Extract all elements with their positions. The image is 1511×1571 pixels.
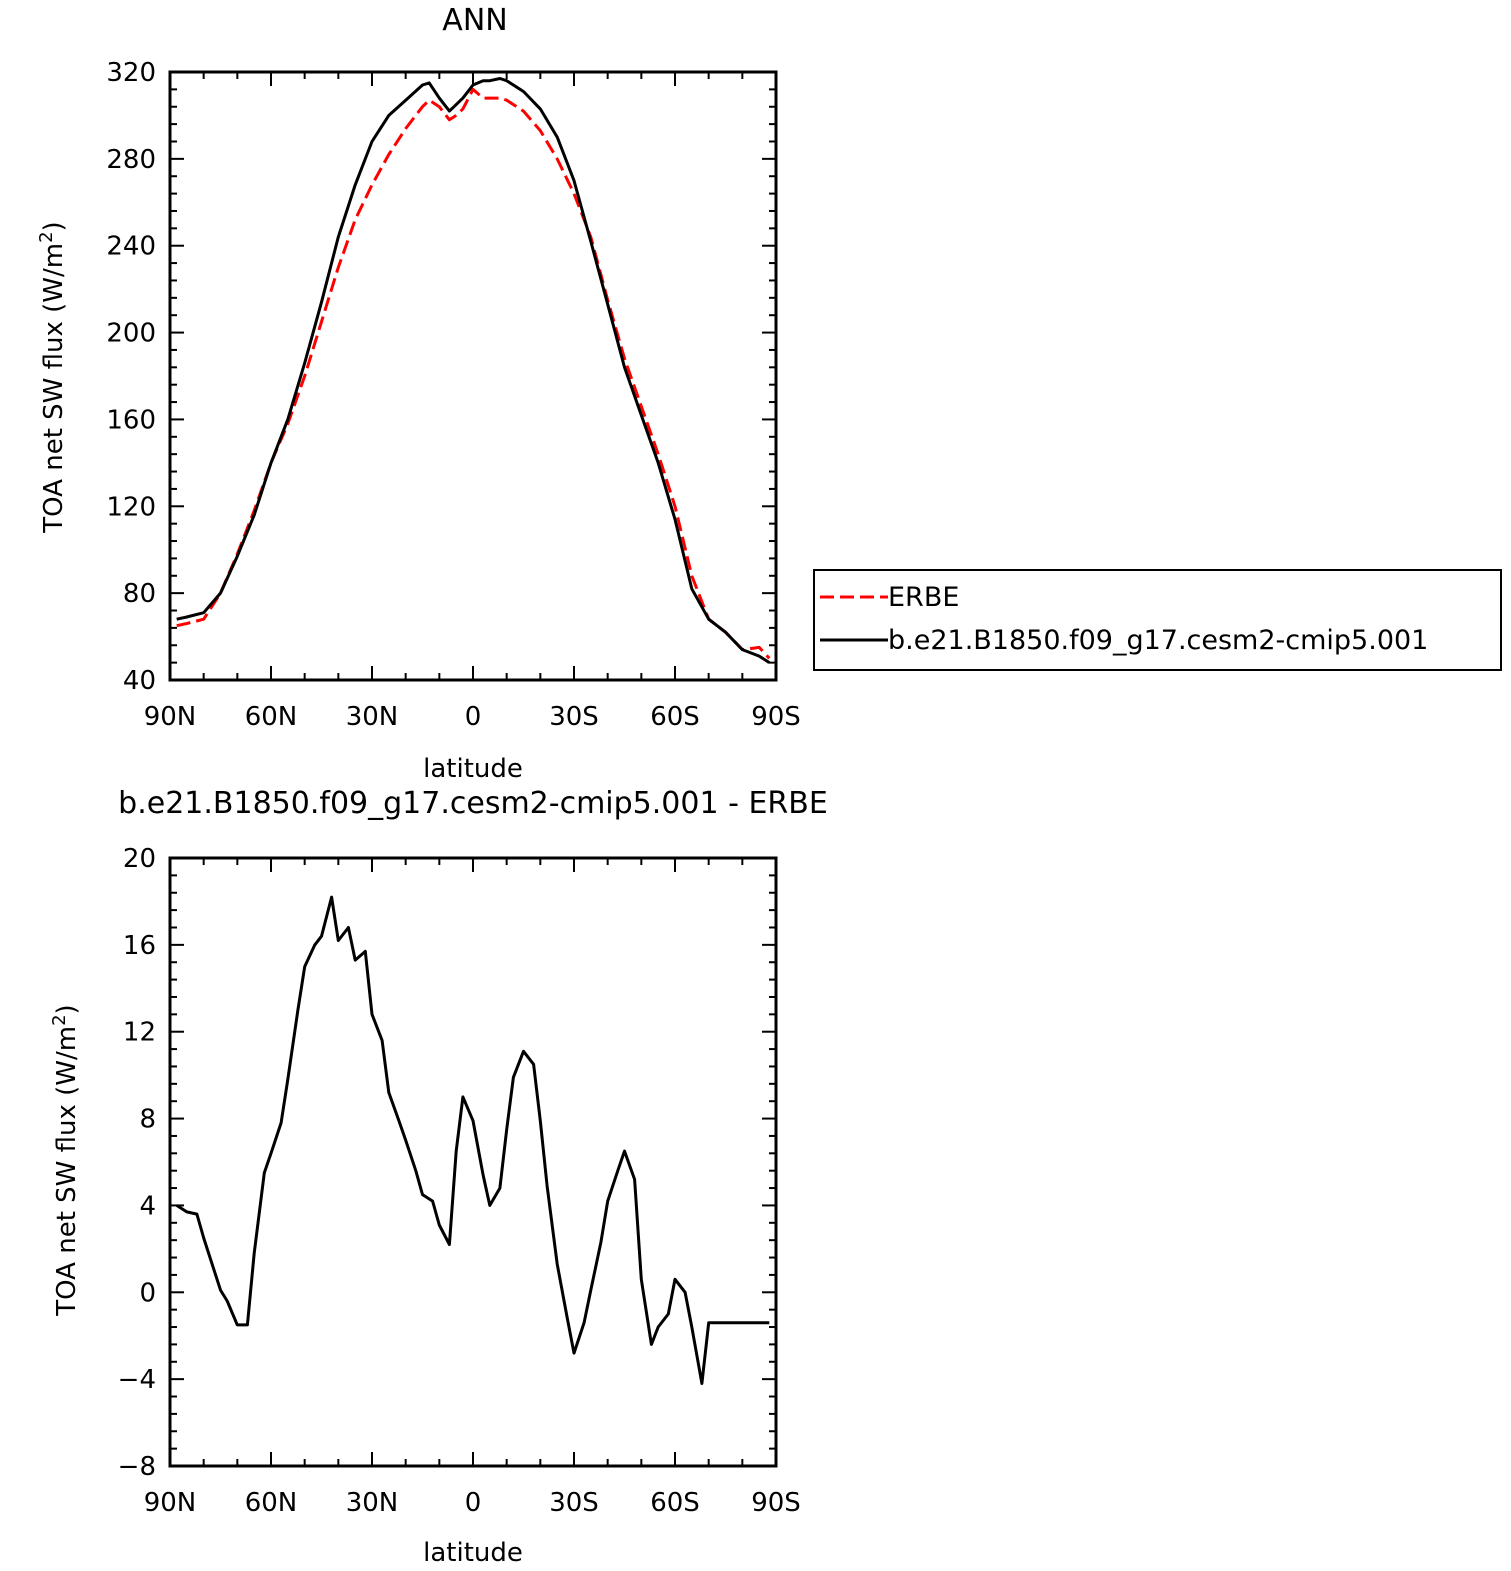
x-tick-label: 30S bbox=[549, 1488, 599, 1518]
y-axis-title: TOA net SW flux (W/m2) bbox=[36, 221, 69, 533]
y-tick-label: 160 bbox=[106, 405, 156, 435]
series-line-erbe bbox=[176, 87, 771, 660]
x-tick-label: 0 bbox=[465, 1488, 482, 1518]
y-tick-label: −8 bbox=[118, 1452, 156, 1482]
panel-title: b.e21.B1850.f09_g17.cesm2-cmip5.001 - ER… bbox=[118, 786, 828, 821]
x-tick-label: 60S bbox=[650, 1488, 700, 1518]
x-tick-label: 90S bbox=[751, 702, 801, 732]
x-tick-label: 60N bbox=[245, 702, 298, 732]
x-tick-label: 30N bbox=[346, 1488, 399, 1518]
y-tick-label: 4 bbox=[139, 1191, 156, 1221]
legend-label-model: b.e21.B1850.f09_g17.cesm2-cmip5.001 bbox=[888, 625, 1428, 656]
y-tick-label: −4 bbox=[118, 1365, 156, 1395]
x-axis-title: latitude bbox=[423, 754, 523, 784]
plot-frame bbox=[168, 856, 778, 1468]
difference-panel: b.e21.B1850.f09_g17.cesm2-cmip5.001 - ER… bbox=[49, 786, 828, 1568]
x-tick-label: 90S bbox=[751, 1488, 801, 1518]
x-tick-label: 0 bbox=[465, 702, 482, 732]
y-tick-label: 320 bbox=[106, 58, 156, 88]
legend-label-erbe: ERBE bbox=[888, 582, 959, 613]
y-tick-label: 16 bbox=[123, 931, 156, 961]
x-tick-label: 90N bbox=[144, 702, 197, 732]
y-tick-label: 120 bbox=[106, 492, 156, 522]
panel-title: ANN bbox=[442, 3, 507, 38]
y-tick-label: 280 bbox=[106, 145, 156, 175]
y-tick-label: 40 bbox=[123, 666, 156, 696]
x-tick-label: 30N bbox=[346, 702, 399, 732]
y-tick-label: 8 bbox=[139, 1105, 156, 1135]
y-tick-label: 240 bbox=[106, 232, 156, 262]
y-tick-label: 12 bbox=[123, 1018, 156, 1048]
x-tick-label: 60S bbox=[650, 702, 700, 732]
x-axis-title: latitude bbox=[423, 1538, 523, 1568]
x-tick-label: 30S bbox=[549, 702, 599, 732]
series-line-difference bbox=[175, 895, 770, 1385]
x-tick-label: 60N bbox=[245, 1488, 298, 1518]
annual-mean-panel: ANN 90N 60N 30N 0 30S 60S 90S 40 80 120 160 200 240 2… bbox=[36, 3, 801, 784]
x-tick-label: 90N bbox=[144, 1488, 197, 1518]
plot-frame bbox=[168, 70, 778, 682]
legend: ERBE b.e21.B1850.f09_g17.cesm2-cmip5.001 bbox=[813, 569, 1502, 671]
y-tick-label: 0 bbox=[139, 1278, 156, 1308]
y-axis-title: TOA net SW flux (W/m2) bbox=[49, 1004, 82, 1316]
y-tick-label: 20 bbox=[123, 844, 156, 874]
y-tick-label: 200 bbox=[106, 319, 156, 349]
y-tick-label: 80 bbox=[123, 579, 156, 609]
legend-box bbox=[813, 569, 1502, 671]
series-line-model bbox=[176, 77, 771, 664]
